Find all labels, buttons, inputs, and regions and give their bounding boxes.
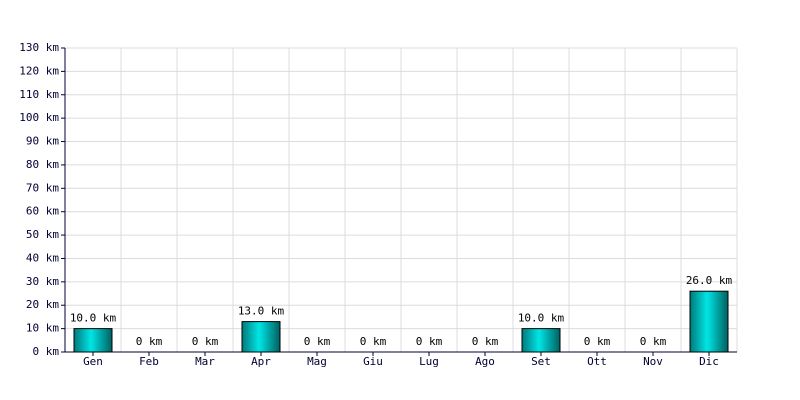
y-tick-label: 90 km [26,135,59,148]
y-tick-label: 60 km [26,205,59,218]
y-tick-label: 100 km [19,111,59,124]
bar [689,290,729,353]
y-tick-label: 40 km [26,251,59,264]
x-tick-label: Mar [195,355,215,368]
bar [241,321,281,353]
value-label: 0 km [416,335,443,348]
value-label: 26.0 km [686,274,733,287]
x-tick-label: Giu [363,355,383,368]
x-tick-label: Ott [587,355,607,368]
bar [73,328,113,353]
value-label: 10.0 km [70,312,117,325]
value-label: 13.0 km [238,305,285,318]
x-tick-label: Mag [307,355,327,368]
y-tick-label: 0 km [33,345,60,358]
value-label: 0 km [304,335,331,348]
value-label: 0 km [584,335,611,348]
y-tick-label: 50 km [26,228,59,241]
value-label: 0 km [136,335,163,348]
value-label: 0 km [360,335,387,348]
value-label: 0 km [640,335,667,348]
x-tick-label: Dic [699,355,719,368]
y-tick-label: 80 km [26,158,59,171]
x-tick-label: Nov [643,355,663,368]
y-tick-label: 10 km [26,322,59,335]
y-tick-label: 20 km [26,298,59,311]
y-tick-label: 120 km [19,64,59,77]
y-tick-label: 130 km [19,41,59,54]
y-tick-label: 70 km [26,181,59,194]
value-label: 0 km [472,335,499,348]
x-tick-label: Feb [139,355,159,368]
x-tick-label: Lug [419,355,439,368]
x-tick-label: Gen [83,355,103,368]
x-tick-label: Set [531,355,551,368]
y-tick-label: 30 km [26,275,59,288]
value-label: 10.0 km [518,312,565,325]
bar [521,328,561,353]
x-tick-label: Apr [251,355,271,368]
y-tick-label: 110 km [19,88,59,101]
value-label: 0 km [192,335,219,348]
x-tick-label: Ago [475,355,495,368]
